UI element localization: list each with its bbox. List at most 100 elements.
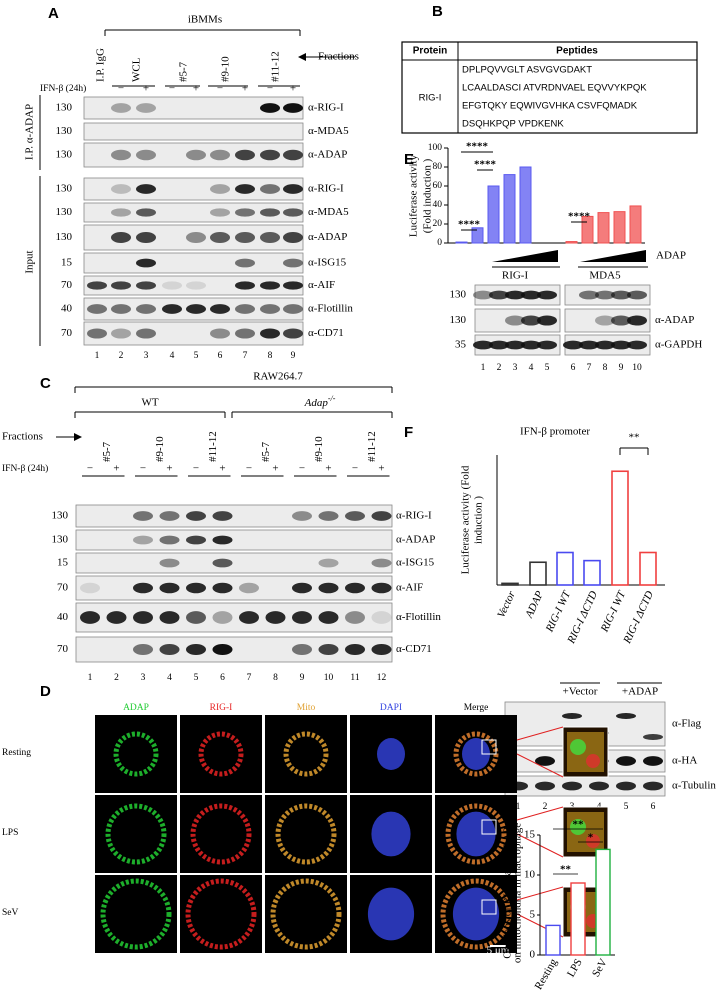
label: 130 [450,314,467,326]
label: 8 [603,363,608,373]
band [371,644,392,655]
band [283,258,303,268]
band [111,184,131,194]
label: α-Tubulin [672,780,716,792]
band [186,535,206,545]
label: 9 [619,363,624,373]
micrograph [180,875,262,953]
band [505,315,525,326]
label: α-ADAP [308,231,347,243]
band [473,340,493,350]
label: α-ADAP [655,314,694,326]
label: A [48,5,59,22]
label: 70 [61,327,73,339]
band [235,281,255,290]
label: 10 [324,673,334,683]
label: B [432,3,443,20]
label: 130 [56,149,73,161]
significance: **** [458,219,481,231]
label: E [404,151,414,168]
band [159,535,180,545]
label: IFN-β (24h) [2,463,48,474]
band [235,208,255,217]
label: SeV [2,908,19,918]
bar [583,559,601,586]
label: #11-12 [207,431,219,462]
band [371,558,392,568]
band [345,582,365,594]
label: α-Flotillin [396,611,441,623]
micrograph [95,875,177,953]
label: + [325,463,331,475]
label: (Fold induction ) [422,158,434,233]
x-tick-label: ADAP [523,589,546,621]
band [136,258,156,268]
label: + [219,463,225,475]
label: 130 [56,102,73,114]
y-tick-label: 20 [433,219,443,229]
band [136,304,156,314]
y-tick-label: 60 [433,181,443,191]
band [106,611,127,624]
label: ADAP [656,250,686,262]
bar [545,924,561,956]
label: 3 [141,673,146,683]
label: 6 [220,673,225,683]
band [318,511,339,521]
label: 15 [61,257,73,269]
band [521,315,541,326]
zoom-signal [586,754,600,768]
band [318,644,339,655]
label: 6 [651,802,656,812]
label: DAPI [380,703,402,713]
signal [113,731,159,777]
band [111,103,131,113]
label: 10 [632,363,642,373]
label: α-MDA5 [308,206,349,218]
zoom-signal [570,739,586,755]
label: IFN-β (24h) [40,83,86,94]
rule [516,806,564,821]
band [159,644,180,655]
band [643,734,663,740]
legend-label: MDA5 [589,270,621,282]
label: 40 [57,611,69,623]
label: #9-10 [154,436,166,462]
signal [445,803,507,865]
bar [503,174,516,244]
band [136,328,156,339]
band [292,582,312,594]
label: Protein [413,46,447,57]
band [212,511,233,521]
band [210,208,230,217]
zoom-signal [586,834,600,848]
ramp [580,250,646,262]
bar [556,551,574,586]
band [616,713,636,719]
blot [75,636,393,663]
band [562,781,582,791]
band [212,558,233,568]
label: α-ADAP [396,534,435,546]
band [111,149,131,161]
label: WT [141,397,158,409]
genotype-superscript: -/- [328,394,336,403]
blot [75,504,393,528]
label: α-AIF [308,279,335,291]
label: − [140,463,146,475]
label: α-HA [672,755,697,767]
label: − [169,83,175,95]
band [283,328,303,339]
label: 6 [218,351,223,361]
label: α-MDA5 [308,125,349,137]
label: #5-7 [260,441,272,462]
y-tick-label: 0 [437,238,442,248]
significance: **** [474,159,497,171]
table [401,41,698,134]
y-tick-label: 15 [524,829,536,841]
band [133,644,153,655]
label: 7 [243,351,248,361]
bar [597,212,610,244]
